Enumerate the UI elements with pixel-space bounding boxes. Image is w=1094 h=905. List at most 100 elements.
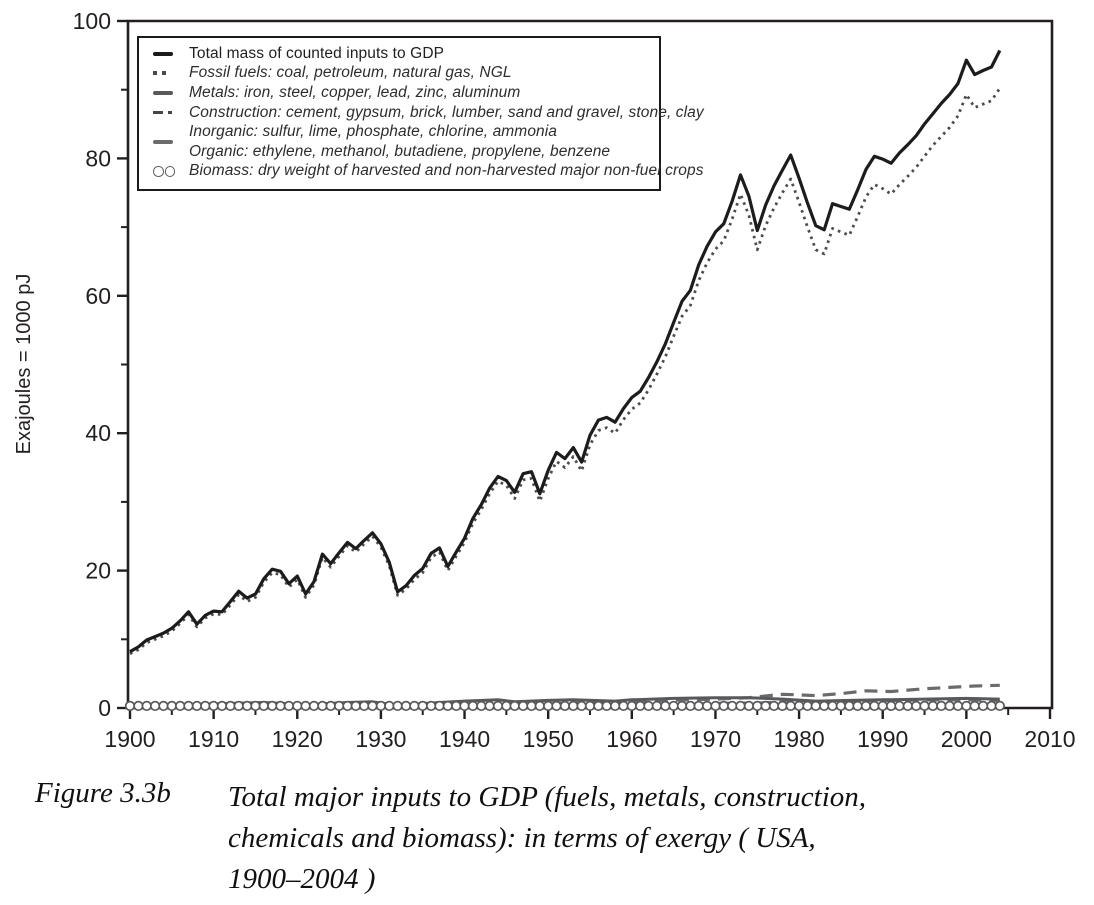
series-biomass-marker: [392, 700, 403, 712]
series-biomass-marker: [777, 700, 788, 712]
x-tick-label: 1980: [774, 726, 825, 752]
series-biomass-marker: [149, 700, 161, 712]
series-biomass-marker: [835, 700, 847, 712]
series-biomass-marker: [208, 700, 219, 712]
series-biomass-marker: [802, 700, 813, 712]
series-biomass-marker: [819, 700, 830, 712]
series-biomass-marker: [225, 700, 236, 712]
legend-item-label: Construction: cement, gypsum, brick, lum…: [189, 103, 704, 121]
series-biomass-marker: [685, 700, 696, 712]
series-biomass-marker: [609, 700, 621, 712]
series-biomass-marker: [902, 700, 913, 712]
figure-caption-body: Total major inputs to GDP (fuels, metals…: [228, 777, 866, 900]
legend-item-label: Inorganic: sulfur, lime, phosphate, chlo…: [189, 123, 558, 141]
series-biomass-marker: [793, 700, 805, 712]
series-biomass-marker: [400, 700, 412, 712]
series-biomass-marker: [216, 700, 228, 712]
solid-black-line-icon: [153, 51, 173, 57]
series-biomass-marker: [852, 700, 863, 712]
legend-item-label: Fossil fuels: coal, petroleum, natural g…: [189, 64, 512, 82]
series-biomass-marker: [300, 700, 311, 712]
x-tick-label: 1950: [523, 726, 574, 752]
series-biomass-marker: [911, 700, 922, 712]
series-biomass-marker: [593, 700, 604, 712]
series-inorganic-line: [129, 683, 1000, 710]
open-circle-icon: [164, 166, 175, 177]
series-biomass-marker: [367, 700, 378, 712]
series-biomass-marker: [651, 700, 663, 712]
solid-gray-line-icon: [153, 90, 173, 95]
series-biomass-marker: [241, 700, 253, 712]
legend-marker-cell: [147, 71, 189, 76]
legend-item-label: Biomass: dry weight of harvested and non…: [189, 162, 704, 180]
series-biomass-marker: [175, 700, 186, 712]
series-biomass-marker: [710, 700, 721, 712]
series-biomass-marker: [643, 700, 654, 712]
series-biomass-marker: [492, 700, 504, 712]
dash-dot-line-icon: [153, 110, 177, 115]
y-axis-title: Exajoules = 1000 pJ: [13, 274, 35, 455]
series-biomass-marker: [768, 700, 780, 712]
series-biomass-marker: [191, 700, 203, 712]
series-biomass-marker: [894, 700, 905, 712]
series-biomass-marker: [877, 700, 888, 712]
series-biomass-marker: [543, 700, 554, 712]
long-gray-dash-icon: [153, 140, 173, 145]
series-biomass-marker: [200, 700, 211, 712]
series-biomass-marker: [752, 700, 763, 712]
series-biomass-marker: [810, 700, 821, 712]
chart-legend: Total mass of counted inputs to GDP Foss…: [137, 36, 704, 192]
caption-line: chemicals and biomass): in terms of exer…: [228, 822, 816, 854]
series-biomass-marker: [936, 700, 947, 712]
series-biomass-marker: [584, 700, 596, 712]
legend-item-total: Total mass of counted inputs to GDP: [147, 44, 659, 64]
legend-item-inorganic: Inorganic: sulfur, lime, phosphate, chlo…: [147, 122, 659, 145]
legend-item-label: Organic: ethylene, methanol, butadiene, …: [189, 142, 611, 160]
series-biomass-marker: [919, 700, 930, 712]
series-fossil-fuels-line: [129, 87, 1001, 655]
legend-item-label: Metals: iron, steel, copper, lead, zinc,…: [189, 83, 521, 101]
series-biomass-marker: [250, 700, 261, 712]
series-biomass-marker: [977, 700, 989, 712]
series-biomass-marker: [342, 700, 353, 712]
series-biomass-marker: [952, 700, 964, 712]
series-biomass-marker: [601, 700, 612, 712]
legend-marker-cell: [147, 166, 189, 177]
y-tick-label: 20: [85, 558, 111, 584]
series-biomass-marker: [660, 700, 671, 712]
figure-caption-label: Figure 3.3b: [35, 777, 171, 809]
series-biomass-marker: [718, 700, 729, 712]
y-tick-label: 0: [98, 695, 111, 721]
series-biomass-marker: [743, 700, 755, 712]
series-biomass-marker: [333, 700, 345, 712]
series-biomass-marker: [526, 700, 537, 712]
legend-marker-cell: [147, 130, 189, 145]
series-biomass-marker: [417, 700, 428, 712]
series-biomass-marker: [676, 700, 688, 712]
figure-caption: Figure 3.3b Total major inputs to GDP (f…: [0, 773, 1094, 903]
x-tick-label: 2000: [941, 726, 992, 752]
series-biomass-marker: [994, 700, 1005, 712]
dotted-line-icon: [153, 71, 170, 76]
series-biomass-marker: [375, 700, 387, 712]
series-biomass-marker: [325, 700, 336, 712]
series-biomass-marker: [425, 700, 437, 712]
y-tick-label: 40: [85, 420, 111, 446]
series-biomass-marker: [308, 700, 320, 712]
series-biomass-marker: [124, 700, 136, 712]
series-biomass-marker: [735, 700, 746, 712]
legend-item-fossil-fuels: Fossil fuels: coal, petroleum, natural g…: [147, 64, 659, 84]
series-biomass-marker: [668, 700, 679, 712]
x-tick-label: 1970: [690, 726, 741, 752]
series-biomass-marker: [283, 700, 295, 712]
series-biomass-marker: [183, 700, 194, 712]
series-biomass-marker: [961, 700, 972, 712]
series-biomass-marker: [551, 700, 562, 712]
series-biomass-marker: [785, 700, 796, 712]
series-biomass-marker: [442, 700, 453, 712]
x-tick-label: 1910: [188, 726, 239, 752]
series-biomass-marker: [568, 700, 579, 712]
x-tick-label: 2010: [1024, 726, 1075, 752]
caption-line: Total major inputs to GDP (fuels, metals…: [228, 781, 867, 813]
